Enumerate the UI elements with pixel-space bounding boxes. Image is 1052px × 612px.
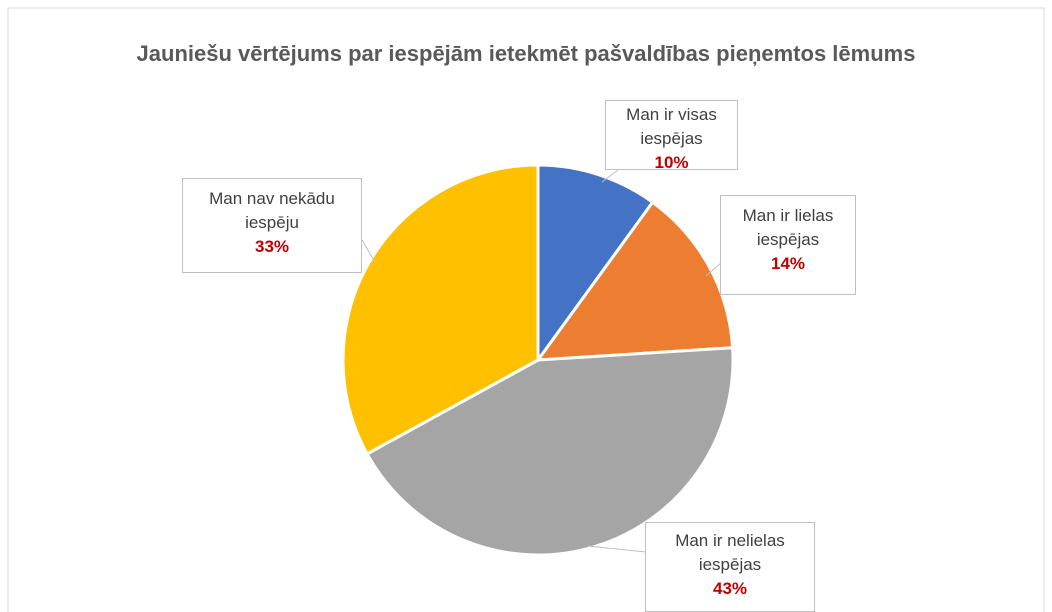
data-label: Man ir visas iespējas 10%: [605, 100, 738, 172]
label-value: 43%: [712, 579, 748, 598]
label-name: Man ir lielas iespējas: [742, 206, 834, 249]
pie-slice: [534, 200, 735, 362]
label-value: 33%: [254, 237, 290, 256]
leader-line: [705, 261, 723, 277]
leader-line: [601, 169, 619, 183]
label-value: 14%: [770, 254, 806, 273]
leader-lines: [361, 169, 723, 553]
label-name: Man ir nelielas iespējas: [675, 531, 785, 574]
leader-line: [587, 545, 647, 553]
label-name: Man ir visas iespējas: [626, 105, 717, 148]
chart-title: Jauniešu vērtējums par iespējām ietekmēt…: [136, 41, 916, 66]
pie-slice: [365, 346, 735, 557]
pie-slice: [341, 163, 540, 456]
label-name: Man nav nekādu iespēju: [209, 189, 335, 232]
data-label: Man nav nekādu iespēju 33%: [182, 178, 362, 273]
pie-slice: [536, 163, 655, 365]
pie: [341, 163, 735, 557]
label-value: 10%: [654, 153, 689, 172]
data-label: Man ir lielas iespējas 14%: [720, 195, 856, 295]
leader-line: [361, 239, 377, 265]
data-label: Man ir nelielas iespējas 43%: [645, 522, 815, 612]
chart-border: [7, 7, 1045, 612]
